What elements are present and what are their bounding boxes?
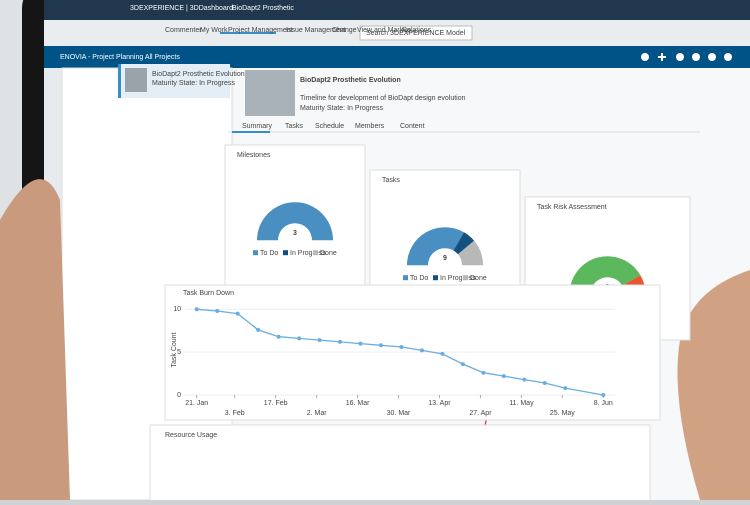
data-point <box>563 386 567 390</box>
data-point <box>440 352 444 356</box>
x-tick-label: 13. Apr <box>428 400 451 407</box>
data-point <box>399 345 403 349</box>
data-point <box>215 309 219 313</box>
widget-title: Resource Usage <box>165 432 217 439</box>
view-tab[interactable]: Members <box>355 123 385 130</box>
data-point <box>461 362 465 366</box>
left-hand <box>0 179 70 500</box>
x-tick-label: 8. Jun <box>594 400 613 407</box>
nav-tab[interactable]: My Work <box>200 27 228 34</box>
y-tick-label: 5 <box>177 349 181 356</box>
x-tick-label: 2. Mar <box>307 410 328 417</box>
data-point <box>256 328 260 332</box>
data-point <box>601 393 605 397</box>
search-text[interactable]: Search 3DEXPERIENCE Model <box>366 30 466 37</box>
legend-label: To Do <box>260 250 278 257</box>
data-point <box>359 342 363 346</box>
data-point <box>338 340 342 344</box>
data-point <box>236 312 240 316</box>
view-tab[interactable]: Schedule <box>315 123 344 130</box>
legend-swatch <box>313 250 318 255</box>
data-point <box>277 335 281 339</box>
x-tick-label: 25. May <box>550 410 575 417</box>
data-point <box>502 374 506 378</box>
legend-label: To Do <box>410 275 428 282</box>
selection-marker <box>118 64 121 98</box>
x-tick-label: 11. May <box>509 400 534 407</box>
data-point <box>318 338 322 342</box>
nav-tab[interactable]: Project Management <box>228 27 293 34</box>
data-point <box>297 336 301 340</box>
legend-swatch <box>253 250 258 255</box>
widget-title: Task Burn Down <box>183 290 234 297</box>
y-tick-label: 0 <box>177 392 181 399</box>
view-tab[interactable]: Tasks <box>285 123 303 130</box>
thumbnail <box>125 68 147 92</box>
gauge-total: 9 <box>443 255 447 262</box>
brand: 3DEXPERIENCE | 3DDashboard <box>130 5 233 12</box>
data-point <box>195 307 199 311</box>
legend-swatch <box>463 275 468 280</box>
nav-tab[interactable]: Commenter <box>165 27 202 34</box>
legend-swatch <box>403 275 408 280</box>
nav-tab[interactable]: Change <box>332 27 357 34</box>
data-point <box>420 348 424 352</box>
widget-title: Task Risk Assessment <box>537 204 607 211</box>
project-maturity: Maturity State: In Progress <box>300 105 383 112</box>
data-point <box>522 378 526 382</box>
x-tick-label: 17. Feb <box>264 400 288 407</box>
data-point <box>543 381 547 385</box>
x-tick-label: 21. Jan <box>185 400 208 407</box>
project-image <box>245 70 295 116</box>
view-tab[interactable]: Summary <box>242 123 272 130</box>
data-point <box>379 343 383 347</box>
legend-swatch <box>283 250 288 255</box>
sidebar-subtitle: Maturity State: In Progress <box>152 80 235 87</box>
breadcrumb: ENOVIA - Project Planning All Projects <box>60 54 180 61</box>
gauge-total: 3 <box>293 230 297 237</box>
view-tab[interactable]: Content <box>400 123 425 130</box>
legend-label: Done <box>470 275 487 282</box>
dashboard-name: BioDapt2 Prosthetic <box>232 5 294 12</box>
x-tick-label: 30. Mar <box>387 410 411 417</box>
project-description: Timeline for development of BioDapt desi… <box>300 95 466 102</box>
widget-title: Milestones <box>237 152 271 159</box>
data-point <box>481 371 485 375</box>
x-tick-label: 27. Apr <box>469 410 492 417</box>
y-tick-label: 10 <box>173 306 181 313</box>
project-title: BioDapt2 Prosthetic Evolution <box>300 77 401 84</box>
legend-label: Done <box>320 250 337 257</box>
sidebar-title: BioDapt2 Prosthetic Evolution <box>152 71 245 78</box>
x-tick-label: 16. Mar <box>346 400 370 407</box>
widget-panel <box>150 425 650 500</box>
widget-title: Tasks <box>382 177 400 184</box>
x-tick-label: 3. Feb <box>225 410 245 417</box>
legend-swatch <box>433 275 438 280</box>
